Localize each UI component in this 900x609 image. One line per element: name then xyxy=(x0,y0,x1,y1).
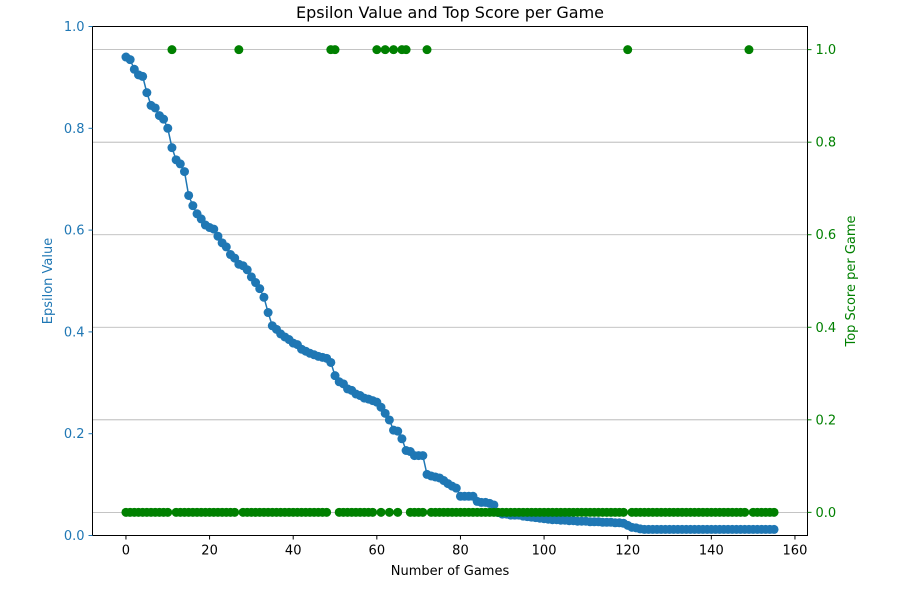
x-tick-label: 0 xyxy=(122,544,130,559)
score-point xyxy=(401,45,411,55)
y-axis-left-label: Epsilon Value xyxy=(41,238,56,325)
epsilon-point xyxy=(242,265,252,275)
x-tick-label: 140 xyxy=(699,544,724,559)
epsilon-point xyxy=(384,415,394,425)
epsilon-point xyxy=(451,483,461,493)
epsilon-point xyxy=(175,159,185,169)
epsilon-point xyxy=(769,524,779,534)
score-point xyxy=(418,507,428,517)
y-left-tick-label: 0.2 xyxy=(64,427,85,442)
epsilon-point xyxy=(397,434,407,444)
score-point xyxy=(167,45,177,55)
x-tick-label: 80 xyxy=(452,544,469,559)
score-point xyxy=(740,507,750,517)
x-tick-label: 20 xyxy=(201,544,218,559)
epsilon-point xyxy=(209,224,219,234)
epsilon-point xyxy=(125,55,135,65)
epsilon-point xyxy=(380,408,390,418)
score-point xyxy=(322,507,332,517)
y-right-tick-label: 0.4 xyxy=(816,321,837,336)
y-left-tick-label: 0.8 xyxy=(64,122,85,137)
x-axis-label: Number of Games xyxy=(391,564,510,579)
y-right-tick-label: 0.8 xyxy=(816,136,837,151)
epsilon-point xyxy=(163,123,173,133)
epsilon-point xyxy=(159,114,169,124)
epsilon-point xyxy=(393,426,403,436)
score-point xyxy=(389,45,399,55)
epsilon-point xyxy=(259,292,269,302)
y-axis-right: 0.0 0.2 0.4 0.6 0.8 1.0 xyxy=(807,43,837,521)
score-point xyxy=(380,45,390,55)
epsilon-point xyxy=(221,242,231,252)
score-point xyxy=(163,507,173,517)
chart-title: Epsilon Value and Top Score per Game xyxy=(296,3,604,22)
epsilon-point xyxy=(184,190,194,200)
y-axis-left: 0.0 0.2 0.4 0.6 0.8 1.0 xyxy=(64,20,93,544)
x-tick-label: 60 xyxy=(369,544,386,559)
epsilon-point xyxy=(255,284,265,294)
score-point xyxy=(422,45,432,55)
score-point xyxy=(384,507,394,517)
series-layer xyxy=(121,45,779,534)
score-point xyxy=(619,507,629,517)
y-right-tick-label: 0.0 xyxy=(816,506,837,521)
score-point xyxy=(769,507,779,517)
plot-frame xyxy=(92,26,808,536)
score-point xyxy=(376,507,386,517)
epsilon-point xyxy=(179,167,189,177)
epsilon-point xyxy=(418,451,428,461)
epsilon-point xyxy=(213,231,223,241)
x-tick-label: 100 xyxy=(532,544,557,559)
y-left-tick-label: 0.0 xyxy=(64,529,85,544)
y-left-tick-label: 0.4 xyxy=(64,325,85,340)
epsilon-point xyxy=(142,88,152,98)
y-left-tick-label: 1.0 xyxy=(64,20,85,35)
score-point xyxy=(744,45,754,55)
score-point xyxy=(368,507,378,517)
y-right-tick-label: 0.6 xyxy=(816,228,837,243)
score-point xyxy=(234,45,244,55)
x-axis: 0 20 40 60 80 100 120 140 160 xyxy=(122,535,808,559)
score-point xyxy=(230,507,240,517)
x-tick-label: 120 xyxy=(615,544,640,559)
y-right-tick-label: 1.0 xyxy=(816,43,837,58)
score-point xyxy=(393,507,403,517)
x-tick-label: 40 xyxy=(285,544,302,559)
score-point xyxy=(372,45,382,55)
epsilon-point xyxy=(150,103,160,113)
x-tick-label: 160 xyxy=(783,544,808,559)
epsilon-point xyxy=(167,143,177,153)
y-right-tick-label: 0.2 xyxy=(816,413,837,428)
score-point xyxy=(623,45,633,55)
y-axis-right-label: Top Score per Game xyxy=(844,215,859,347)
score-point xyxy=(330,45,340,55)
epsilon-point xyxy=(489,500,499,510)
epsilon-point xyxy=(138,71,148,81)
y-left-tick-label: 0.6 xyxy=(64,224,85,239)
epsilon-point xyxy=(263,308,273,318)
epsilon-point xyxy=(188,201,198,211)
epsilon-point xyxy=(326,357,336,367)
